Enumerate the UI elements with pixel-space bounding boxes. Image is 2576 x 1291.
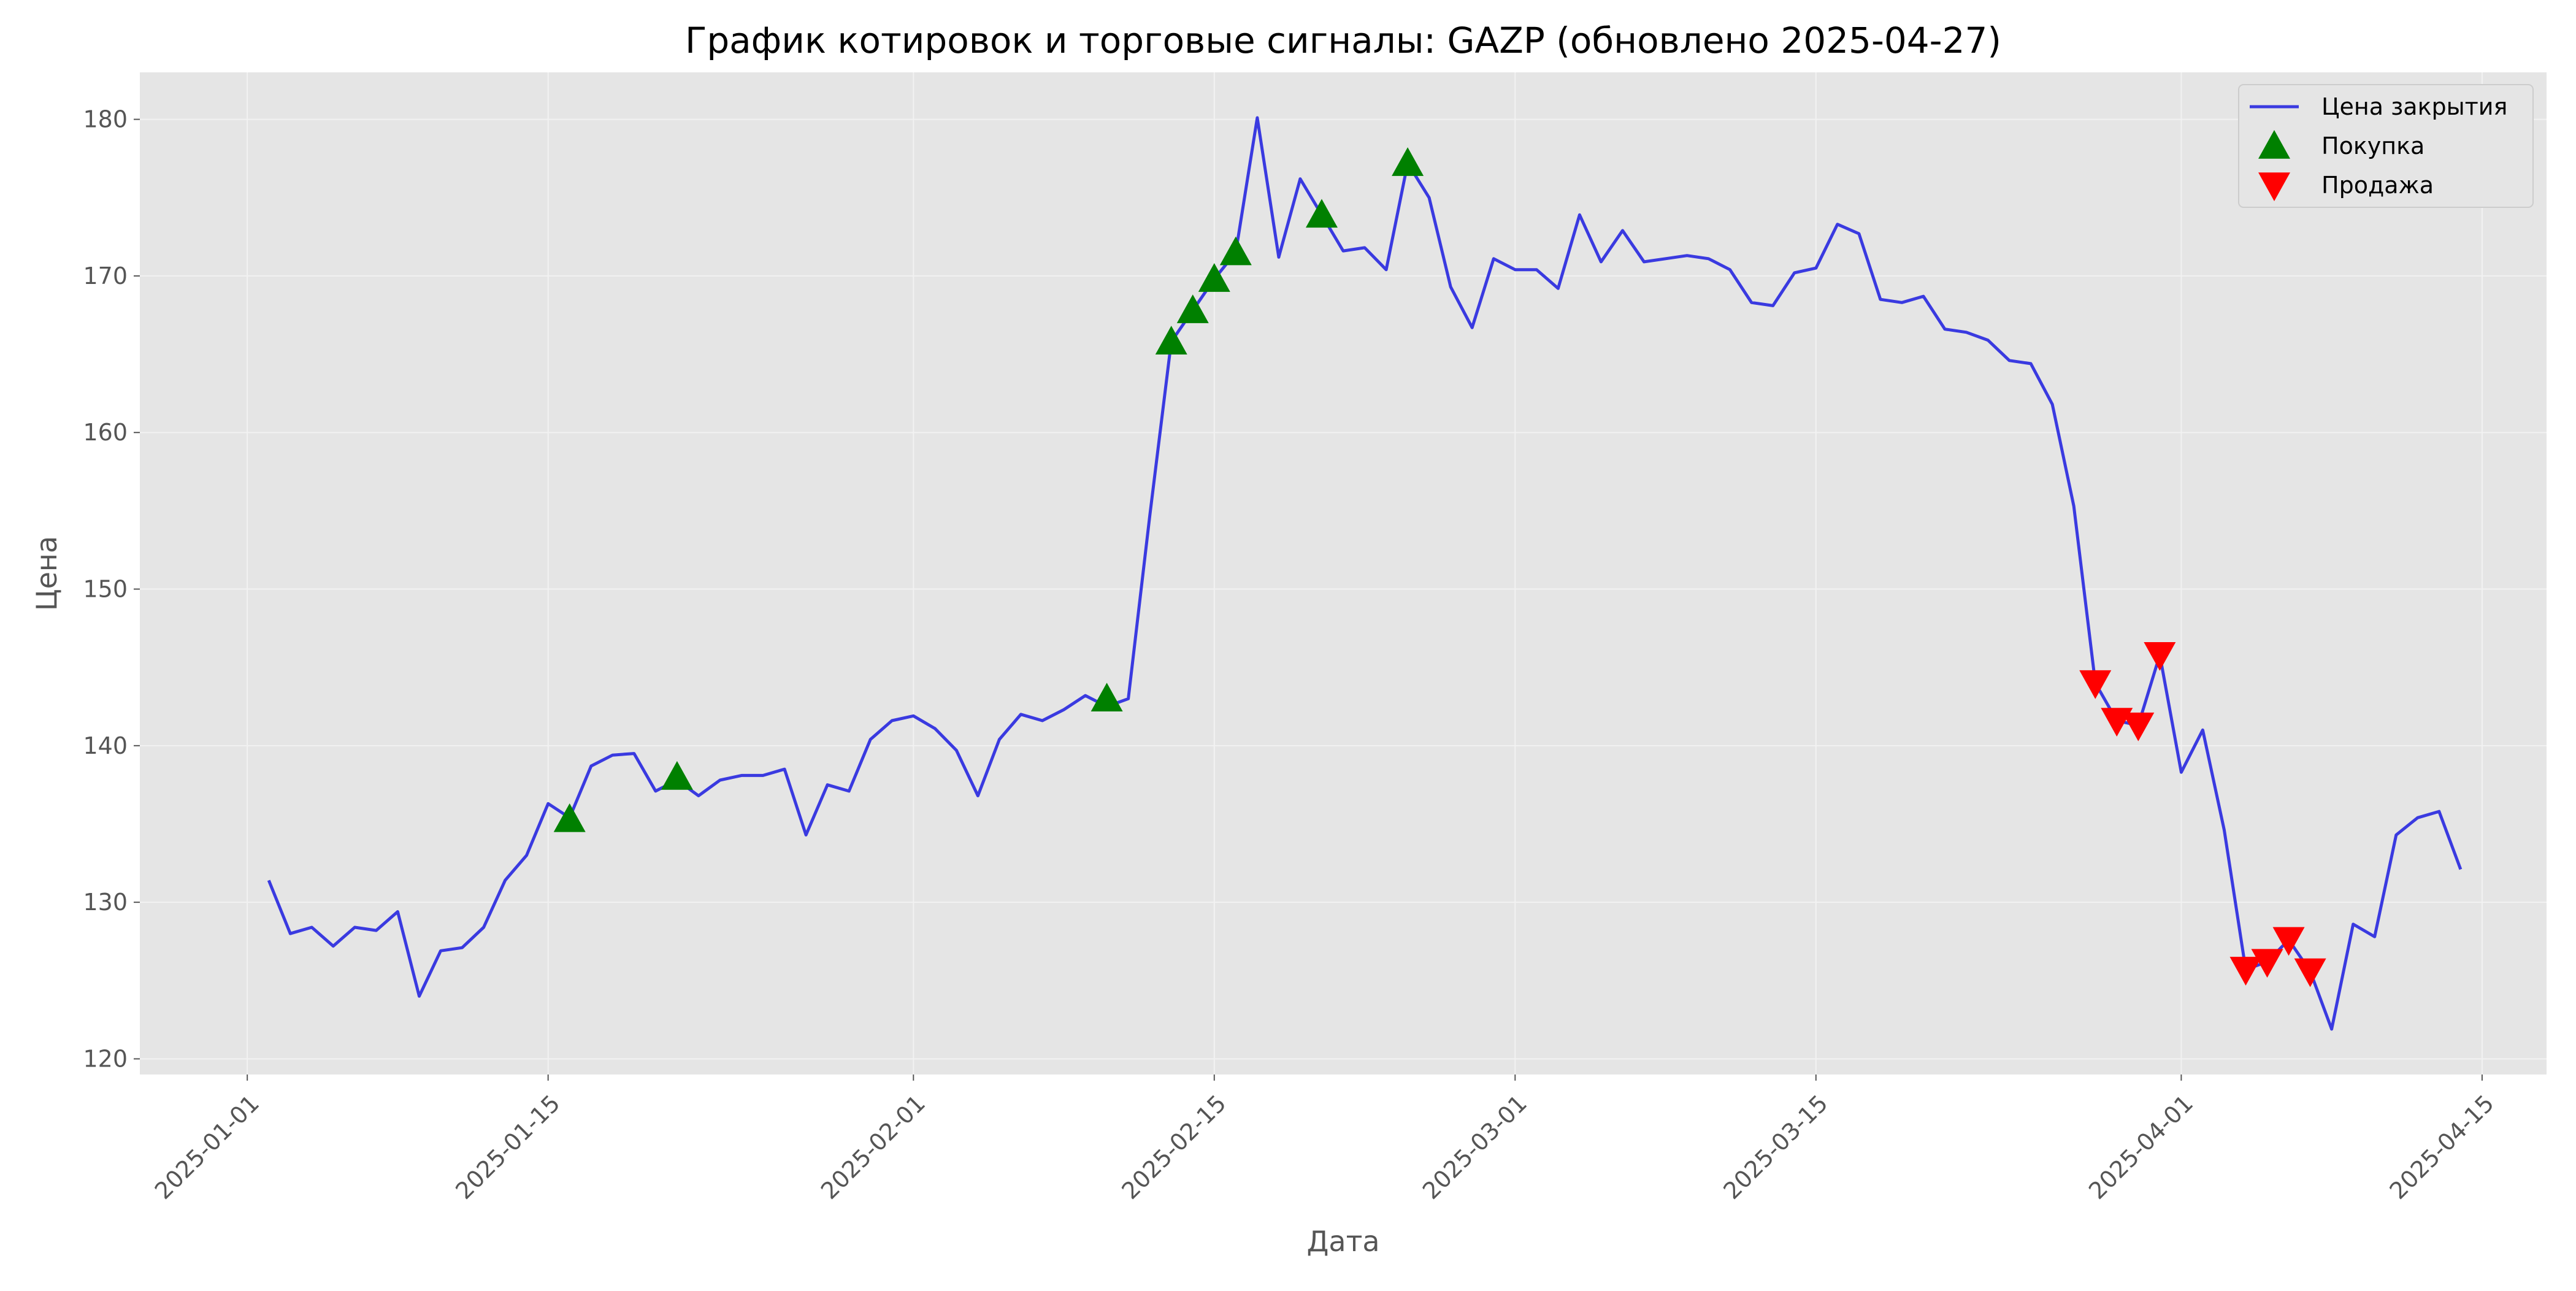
y-tick-label: 150 [83,576,128,603]
buy-marker [1305,199,1338,228]
plot-area [140,72,2547,1075]
grid-lines [140,72,2547,1075]
legend-swatch-buy [2258,130,2290,159]
sell-marker [2272,927,2305,956]
buy-marker [1198,263,1230,292]
legend-label-sell: Продажа [2321,172,2434,199]
y-tick-label: 170 [83,262,128,289]
buy-marker [553,803,586,832]
legend-box [2238,84,2534,208]
sell-marker [2079,670,2112,699]
x-tick-label: 2025-01-15 [450,1090,565,1205]
y-tick-label: 130 [83,889,128,916]
chart-title: График котировок и торговые сигналы: GAZ… [685,20,2001,61]
sell-marker [2144,642,2176,671]
x-tick-label: 2025-01-01 [150,1090,264,1205]
x-tick-label: 2025-04-15 [2384,1090,2499,1205]
x-tick-label: 2025-03-01 [1417,1090,1532,1205]
y-tick-label: 160 [83,419,128,446]
buy-marker [1155,326,1187,354]
y-axis-label: Цена [30,536,63,611]
buy-marker [1219,236,1252,266]
sell-marker [2122,712,2155,741]
y-tick-label: 120 [83,1045,128,1072]
x-tick-label: 2025-02-01 [816,1090,930,1205]
legend-swatch-sell [2258,172,2290,201]
buy-marker [661,760,693,790]
x-axis-label: Дата [1306,1225,1379,1258]
x-tick-label: 2025-02-15 [1116,1090,1231,1205]
y-tick-label: 140 [83,732,128,759]
sell-marker [2251,949,2283,978]
buy-marker [1176,294,1209,323]
y-tick-label: 180 [83,106,128,133]
sell-marker [2294,958,2326,987]
signal-markers [553,147,2326,987]
legend: Цена закрытия Покупка Продажа [2238,84,2534,208]
buy-marker [1091,683,1123,712]
sell-marker [2229,957,2262,986]
x-tick-label: 2025-04-01 [2083,1090,2198,1205]
legend-label-buy: Покупка [2321,132,2425,159]
legend-label-close: Цена закрытия [2321,93,2507,120]
buy-marker [1392,147,1424,176]
x-tick-label: 2025-03-15 [1718,1090,1833,1205]
